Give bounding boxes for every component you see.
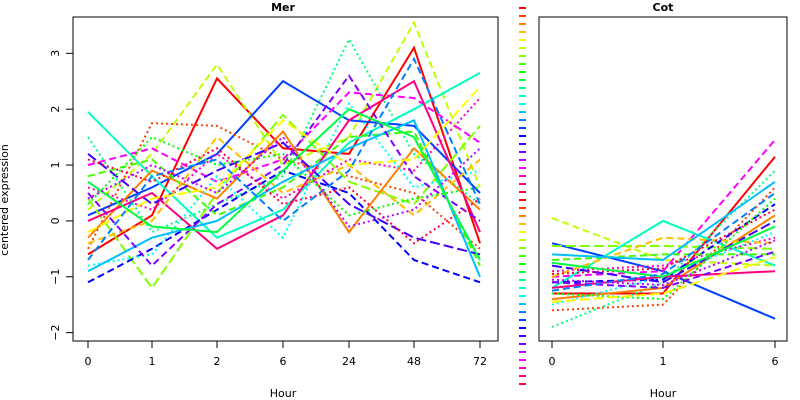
series-line [551,256,776,303]
x-tick-label: 6 [772,355,779,368]
y-tick-label: 2 [49,106,62,113]
series-line [551,253,775,261]
y-tick-label: −1 [49,269,62,285]
series-line [551,239,776,287]
series-line [551,225,776,278]
x-tick-label: 1 [149,355,156,368]
series-line [87,37,481,234]
series-line [87,56,481,261]
series-line [87,135,481,217]
mer-x-axis: 0 1 2 6 24 48 72 [85,340,487,368]
x-tick-label: 48 [407,355,421,368]
series-line [87,86,481,233]
series-line [551,208,776,275]
x-tick-label: 0 [549,355,556,368]
series-line [87,91,481,183]
series-line [551,197,776,301]
series-line [87,118,481,278]
series-line [551,186,776,312]
series-line [551,236,776,273]
series-line [87,45,481,256]
series-line [551,219,776,289]
y-tick-label: 1 [49,162,62,169]
y-axis-label: centered expression [0,144,11,256]
series-line [551,180,776,262]
series-line [87,147,481,245]
panel-mer: Mer 0 1 2 6 24 48 72 −2 −1 0 1 2 3 Hour [49,1,499,400]
mer-x-axis-label: Hour [270,387,297,400]
series-line [87,79,481,217]
series-line [552,245,776,250]
series-line [87,101,481,267]
panel-cot: Cot 0 1 6 Hour [538,1,788,400]
x-tick-label: 0 [85,355,92,368]
x-tick-label: 24 [342,355,356,368]
series-line [87,141,481,256]
color-strip [519,7,526,385]
panel-mer-title: Mer [271,1,295,14]
series-line [87,97,481,211]
series-line [87,20,481,211]
x-tick-label: 1 [660,355,667,368]
panel-cot-title: Cot [653,1,674,14]
series-line [551,192,776,292]
series-line [87,79,481,250]
x-tick-label: 2 [214,355,221,368]
series-line [87,129,481,239]
mer-y-axis: −2 −1 0 1 2 3 [49,50,74,341]
series-line [87,135,481,245]
x-tick-label: 72 [473,355,487,368]
cot-x-axis-label: Hour [650,387,677,400]
series-line [87,108,481,261]
y-tick-label: 0 [49,217,62,224]
cot-x-axis: 0 1 6 [549,340,779,368]
mer-series-group [87,20,481,290]
series-line [552,156,776,295]
series-line [87,122,481,250]
cot-series-group [551,139,776,328]
y-tick-label: 3 [49,50,62,57]
series-line [87,130,481,267]
series-line [551,139,776,278]
series-line [551,236,776,278]
series-line [87,113,481,290]
x-tick-label: 6 [280,355,287,368]
y-tick-label: −2 [49,325,62,341]
